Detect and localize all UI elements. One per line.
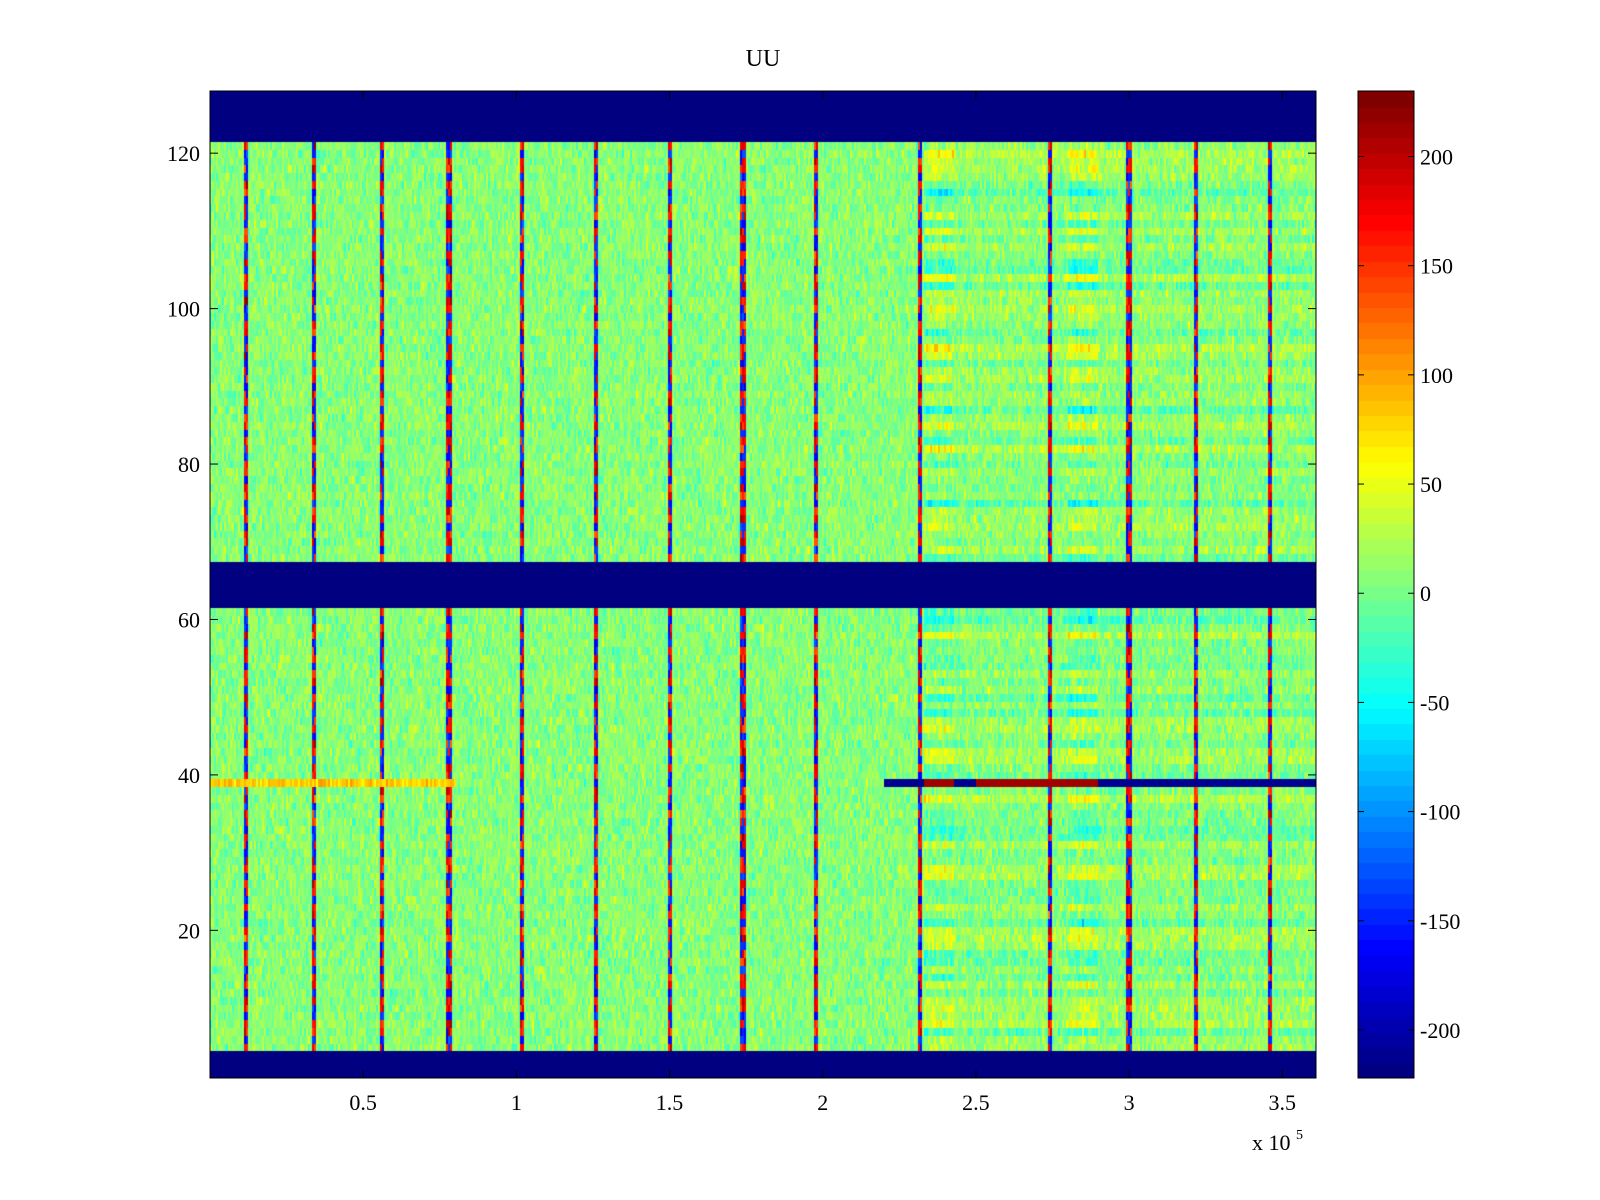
colorbar-tick-label: 200 [1420, 145, 1453, 170]
x-axis-exponent-base: x 10 [1252, 1130, 1291, 1155]
y-tick-label: 20 [178, 918, 200, 943]
colorbar-tick-label: -50 [1420, 690, 1449, 715]
x-tick-label: 3.5 [1269, 1090, 1297, 1115]
colorbar [1358, 91, 1414, 1078]
plot-frame [209, 90, 1317, 1079]
x-tick-label: 1 [511, 1090, 522, 1115]
colorbar-tick-label: 50 [1420, 472, 1442, 497]
x-axis: 0.5 1 1.5 2 2.5 3 3.5 [349, 91, 1296, 1115]
y-axis: 20 40 60 80 100 120 [167, 141, 1316, 943]
y-tick-label: 100 [167, 297, 200, 322]
x-axis-exponent: x 10 5 [1252, 1128, 1303, 1155]
colorbar-tick-label: 100 [1420, 363, 1453, 388]
colorbar-tick-label: -200 [1420, 1018, 1460, 1043]
y-tick-label: 40 [178, 763, 200, 788]
colorbar-tick-label: -150 [1420, 909, 1460, 934]
x-tick-label: 2.5 [962, 1090, 990, 1115]
colorbar-tick-label: -100 [1420, 800, 1460, 825]
x-tick-label: 2 [817, 1090, 828, 1115]
colorbar-tick-label: 150 [1420, 254, 1453, 279]
y-tick-label: 80 [178, 452, 200, 477]
x-tick-label: 0.5 [349, 1090, 377, 1115]
colorbar-frame [1357, 90, 1415, 1079]
y-tick-label: 60 [178, 607, 200, 632]
x-tick-label: 1.5 [656, 1090, 684, 1115]
heatmap-plot-area [210, 91, 1316, 1078]
colorbar-axis: 200 150 100 50 0 -50 -100 -150 -200 [1358, 145, 1460, 1043]
chart-title: UU [746, 46, 781, 72]
colorbar-tick-label: 0 [1420, 581, 1431, 606]
x-axis-exponent-power: 5 [1296, 1128, 1303, 1143]
y-tick-label: 120 [167, 141, 200, 166]
x-tick-label: 3 [1124, 1090, 1135, 1115]
